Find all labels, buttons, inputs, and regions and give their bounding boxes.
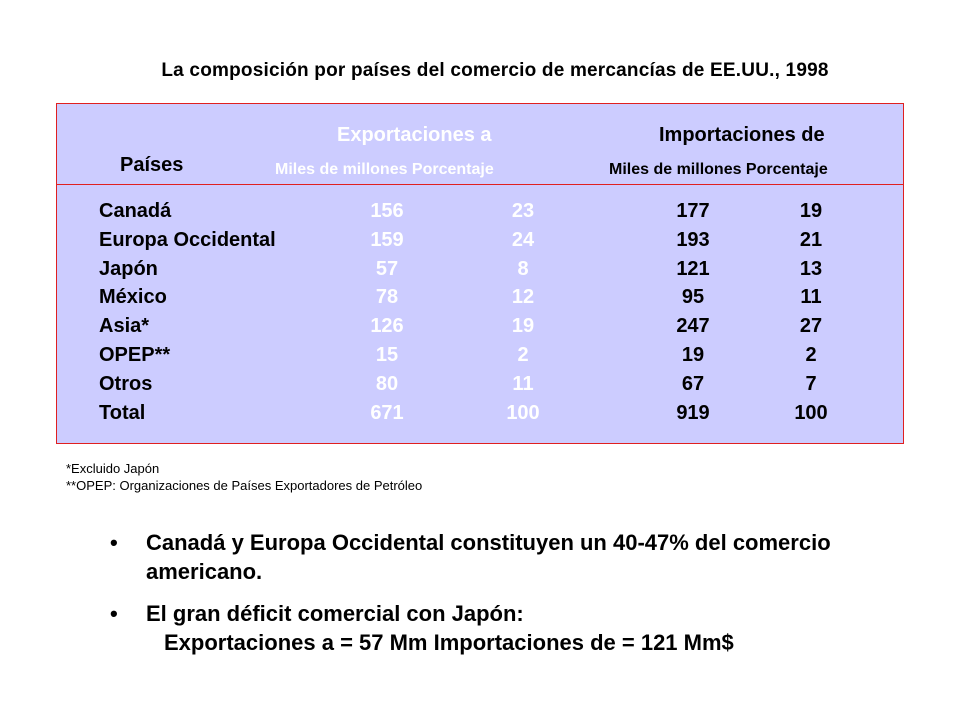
country-cell: Canadá — [99, 200, 172, 222]
bullet-text: El gran déficit comercial con Japón: — [146, 601, 524, 626]
import-pct-cell: 13 — [799, 257, 823, 280]
table-row: Asia* 126 19 247 27 — [57, 315, 905, 344]
country-cell: OPEP** — [99, 343, 171, 366]
footnote-asia: *Excluido Japón — [66, 461, 160, 476]
export-value-cell: 78 — [375, 286, 399, 309]
exports-subheader: Miles de millones Porcentaje — [275, 161, 494, 178]
import-pct-cell: 7 — [805, 372, 817, 395]
import-pct-cell: 19 — [799, 200, 823, 222]
footnotes: *Excluido Japón **OPEP: Organizaciones d… — [66, 460, 422, 494]
export-pct-cell: 2 — [517, 343, 529, 366]
export-pct-cell: 100 — [506, 401, 540, 424]
export-value-cell: 126 — [370, 315, 404, 338]
bullet-list: • Canadá y Europa Occidental constituyen… — [110, 528, 910, 670]
import-pct-cell: 27 — [799, 315, 823, 338]
import-value-cell: 19 — [681, 343, 705, 366]
country-cell: Otros — [99, 372, 153, 395]
import-value-cell: 121 — [676, 257, 710, 280]
export-value-cell: 159 — [370, 228, 404, 251]
import-value-cell: 177 — [676, 200, 710, 222]
table-row: Otros 80 11 67 7 — [57, 373, 905, 402]
export-pct-cell: 24 — [511, 228, 535, 251]
header-divider — [57, 184, 903, 185]
export-value-cell: 15 — [375, 343, 399, 366]
exports-header: Exportaciones a — [337, 124, 492, 146]
country-cell: Europa Occidental — [99, 228, 276, 251]
bullet-item: • El gran déficit comercial con Japón: E… — [110, 599, 910, 657]
import-pct-cell: 100 — [794, 401, 828, 424]
import-value-cell: 67 — [681, 372, 705, 395]
export-value-cell: 156 — [370, 200, 404, 222]
export-pct-cell: 11 — [512, 372, 534, 395]
export-pct-cell: 8 — [517, 257, 529, 280]
country-cell: Total — [99, 401, 146, 424]
export-value-cell: 57 — [375, 257, 399, 280]
table-body: Canadá 156 23 177 19 Europa Occidental 1… — [57, 200, 905, 430]
table-row: México 78 12 95 11 — [57, 286, 905, 315]
import-value-cell: 919 — [676, 401, 710, 424]
import-value-cell: 193 — [676, 228, 710, 251]
table-row: Europa Occidental 159 24 193 21 — [57, 229, 905, 258]
bullet-dot-icon: • — [110, 530, 118, 555]
bullet-text: Canadá y Europa Occidental constituyen u… — [146, 530, 831, 584]
bullet-subtext: Exportaciones a = 57 Mm Importaciones de… — [164, 630, 734, 655]
import-value-cell: 247 — [676, 315, 710, 338]
table-total-row: Total 671 100 919 100 — [57, 402, 905, 431]
import-pct-cell: 21 — [799, 228, 823, 251]
import-pct-cell: 2 — [805, 343, 817, 366]
imports-header: Importaciones de — [659, 124, 825, 146]
country-cell: Japón — [99, 257, 158, 280]
export-pct-cell: 12 — [511, 286, 535, 309]
table-row: Japón 57 8 121 13 — [57, 258, 905, 287]
page-title: La composición por países del comercio d… — [161, 60, 829, 81]
bullet-dot-icon: • — [110, 601, 118, 626]
export-pct-cell: 19 — [511, 315, 535, 338]
table-row: OPEP** 15 2 19 2 — [57, 344, 905, 373]
footnote-opep: **OPEP: Organizaciones de Países Exporta… — [66, 478, 423, 493]
export-value-cell: 80 — [375, 372, 399, 395]
import-value-cell: 95 — [681, 286, 705, 309]
country-cell: Asia* — [99, 315, 150, 338]
table-row: Canadá 156 23 177 19 — [57, 200, 905, 229]
countries-header: Países — [120, 154, 184, 176]
country-cell: México — [99, 286, 167, 309]
bullet-item: • Canadá y Europa Occidental constituyen… — [110, 528, 910, 586]
imports-subheader: Miles de millones Porcentaje — [609, 161, 828, 178]
export-value-cell: 671 — [370, 401, 404, 424]
export-pct-cell: 23 — [511, 200, 535, 222]
trade-table: Exportaciones a Importaciones de Países … — [56, 103, 904, 444]
import-pct-cell: 11 — [800, 286, 822, 309]
